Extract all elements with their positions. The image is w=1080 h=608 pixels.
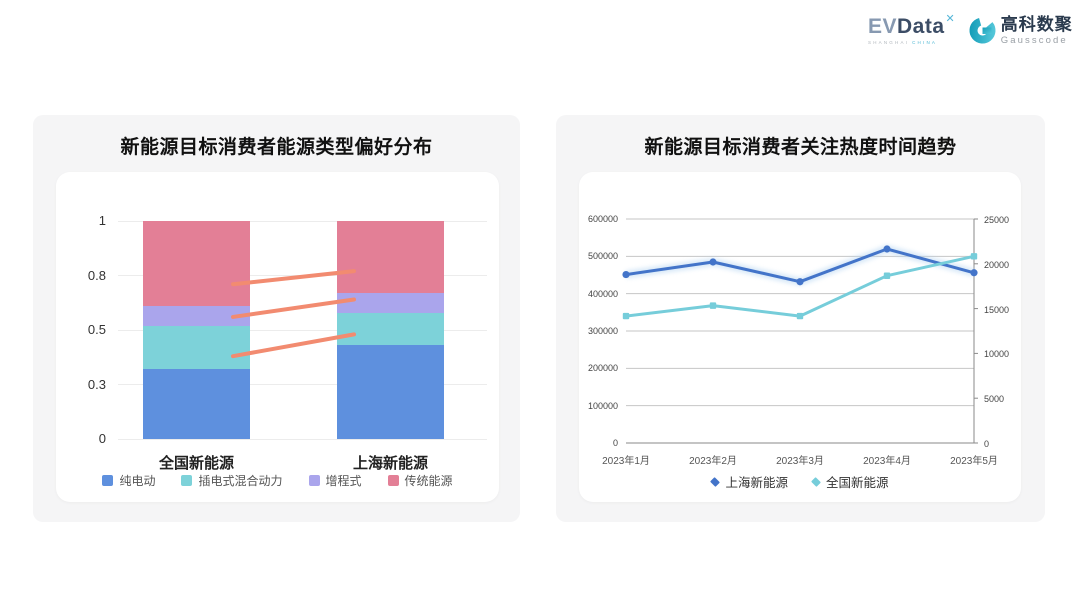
line-x-tick-label: 2023年5月	[950, 456, 998, 467]
line-marker-上海新能源[interactable]	[883, 245, 891, 253]
bar-gridline	[118, 329, 487, 331]
legend-item-传统能源[interactable]: 传统能源	[387, 472, 453, 489]
bar-connector-line	[231, 269, 356, 287]
legend-label: 纯电动	[119, 474, 156, 488]
bar-segment-插电式混合动力[interactable]	[143, 325, 250, 370]
line-left-tick-label: 300000	[587, 326, 618, 336]
legend-label: 增程式	[325, 474, 362, 488]
gausscode-en-name: Gausscode	[1000, 34, 1068, 46]
legend-item-插电式混合动力[interactable]: 插电式混合动力	[181, 472, 283, 489]
trend-chart-panel: 600000 500000 400000 300000 200000 100000 0 250…	[579, 172, 1021, 502]
line-left-tick-label: 0	[612, 438, 618, 448]
preference-chart-card: 新能源目标消费者能源类型偏好分布 0 0.3 0.5 0.8 1 全国新能源 上海新能源 纯电…	[33, 115, 520, 522]
gausscode-logo: 高科数聚 Gausscode	[969, 16, 1073, 46]
evdata-subtitle-shanghai: SHANGHAI	[868, 40, 910, 45]
bar-y-tick-label: 0.3	[87, 376, 106, 392]
bar-segment-传统能源[interactable]	[143, 221, 250, 307]
legend-label: 插电式混合动力	[198, 474, 283, 488]
line-series-glow	[625, 245, 976, 286]
bar-legend: 纯电动 插电式混合动力 增程式 传统能源	[56, 472, 499, 489]
legend-item-全国新能源[interactable]: 全国新能源	[811, 472, 889, 491]
line-x-tick-label: 2023年1月	[602, 456, 650, 467]
bar-category-label: 全国新能源	[158, 455, 234, 472]
line-left-tick-label: 100000	[587, 400, 618, 411]
line-right-tick-label: 5000	[984, 394, 1005, 405]
line-right-tick-label: 15000	[984, 304, 1010, 315]
bar-segment-增程式[interactable]	[143, 306, 250, 326]
bar-connector-line	[231, 297, 356, 319]
trend-chart-title: 新能源目标消费者关注热度时间趋势	[644, 137, 957, 158]
bar-y-tick-label: 0.5	[87, 322, 106, 337]
line-marker-上海新能源[interactable]	[709, 258, 717, 266]
bar-gridline	[118, 384, 487, 385]
legend-swatch-icon	[387, 475, 399, 486]
line-marker-全国新能源[interactable]	[709, 302, 717, 309]
evdata-wordmark: EV Data ✕	[868, 13, 955, 38]
legend-item-增程式[interactable]: 增程式	[308, 472, 362, 489]
line-x-tick-label: 2023年4月	[863, 456, 911, 467]
line-marker-全国新能源[interactable]	[883, 272, 891, 279]
line-marker-上海新能源[interactable]	[970, 269, 978, 277]
line-right-tick-label: 25000	[984, 215, 1010, 225]
legend-swatch-icon	[181, 475, 193, 486]
legend-label: 传统能源	[404, 474, 453, 488]
line-x-tick-label: 2023年2月	[689, 456, 737, 467]
legend-swatch-icon	[308, 475, 320, 486]
line-marker-全国新能源[interactable]	[796, 312, 804, 320]
bar-connector-line	[231, 332, 356, 359]
bar-segment-传统能源[interactable]	[337, 221, 444, 293]
line-marker-全国新能源[interactable]	[622, 312, 630, 320]
line-right-tick-label: 0	[984, 439, 990, 449]
bar-y-tick-label: 0	[98, 431, 106, 446]
bar-segment-插电式混合动力[interactable]	[337, 312, 444, 346]
legend-item-上海新能源[interactable]: 上海新能源	[710, 472, 788, 491]
legend-label: 全国新能源	[826, 476, 889, 490]
preference-chart-panel: 0 0.3 0.5 0.8 1 全国新能源 上海新能源纯电动 插电式混合动力 增程式 传统能源	[56, 172, 499, 502]
evdata-logo: EV Data ✕ SHANGHAI CHINA	[868, 13, 955, 46]
line-left-tick-label: 200000	[587, 363, 618, 374]
preference-chart-title: 新能源目标消费者能源类型偏好分布	[120, 137, 433, 158]
brand-header: EV Data ✕ SHANGHAI CHINA 高科数聚 Gausscod	[868, 13, 1073, 46]
legend-label: 上海新能源	[725, 476, 788, 490]
legend-marker-icon	[811, 476, 821, 487]
line-left-tick-label: 400000	[587, 288, 618, 299]
trend-chart-card: 新能源目标消费者关注热度时间趋势 600000 500000 400000 30000…	[556, 115, 1045, 522]
evdata-subtitle-china: CHINA	[912, 40, 938, 45]
evdata-subtitle: SHANGHAI CHINA	[868, 40, 955, 45]
line-marker-全国新能源[interactable]	[970, 253, 978, 260]
bar-segment-纯电动[interactable]	[337, 345, 444, 439]
gausscode-g-icon	[969, 17, 996, 44]
gausscode-cn-name: 高科数聚	[1000, 15, 1073, 34]
line-chart-canvas	[622, 218, 978, 444]
bar-gridline	[118, 220, 487, 222]
bar-connector-overlay	[231, 269, 356, 359]
bar-y-tick-label: 1	[98, 213, 106, 228]
line-x-tick-label: 2023年3月	[776, 456, 824, 467]
line-left-tick-label: 500000	[587, 251, 618, 262]
bar-segment-纯电动[interactable]	[143, 369, 250, 439]
legend-marker-icon	[710, 476, 721, 487]
legend-swatch-icon	[102, 475, 114, 486]
evdata-x-icon: ✕	[945, 13, 955, 25]
bar-gridline	[118, 438, 487, 440]
gausscode-text: 高科数聚 Gausscode	[1001, 16, 1073, 46]
line-marker-上海新能源[interactable]	[796, 278, 804, 286]
evdata-data-text: Data	[897, 15, 945, 38]
line-right-tick-label: 10000	[984, 349, 1010, 360]
line-left-tick-label: 600000	[587, 214, 618, 224]
line-marker-上海新能源[interactable]	[622, 270, 630, 279]
line-right-tick-label: 20000	[984, 259, 1010, 270]
bar-y-tick-label: 0.8	[87, 267, 106, 283]
legend-item-纯电动[interactable]: 纯电动	[102, 472, 155, 489]
line-legend: 上海新能源 全国新能源	[579, 472, 1021, 491]
bar-category-label: 上海新能源	[352, 455, 428, 472]
bar-segment-增程式[interactable]	[337, 292, 444, 313]
evdata-ev-text: EV	[868, 15, 898, 38]
